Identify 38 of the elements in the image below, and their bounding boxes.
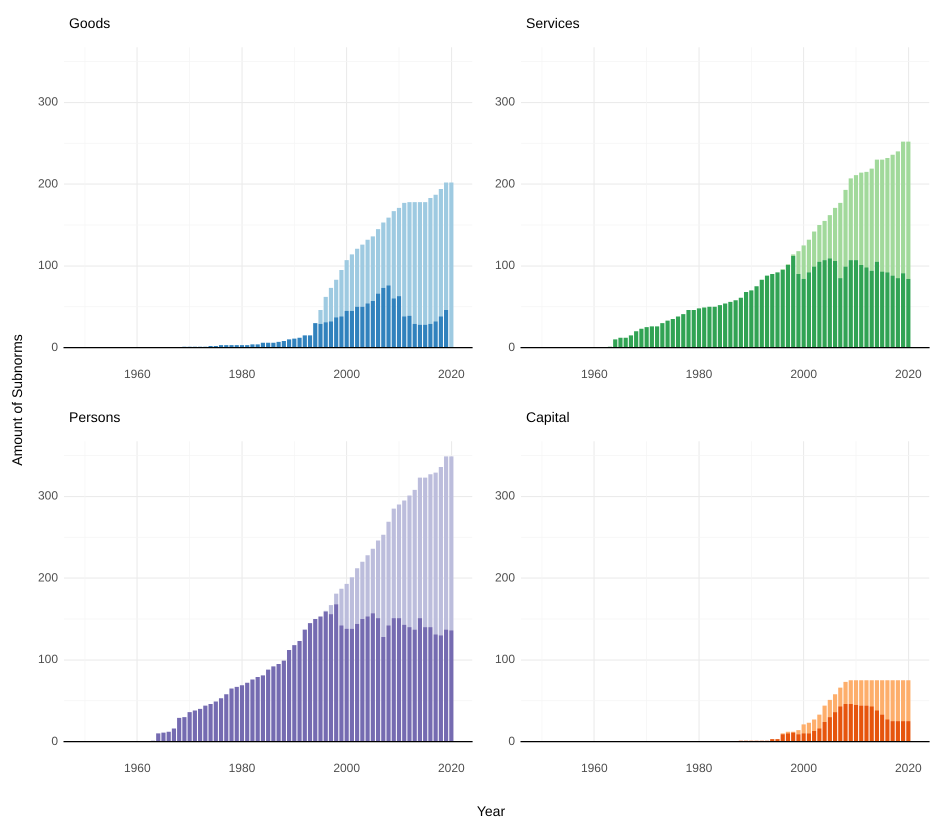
y-tick-label: 0 (508, 734, 516, 748)
y-tick-label: 0 (51, 734, 58, 748)
y-tick-label: 300 (38, 488, 58, 503)
y-tick-label: 0 (508, 340, 516, 354)
y-tick-label: 0 (51, 340, 58, 354)
x-tick-label: 2020 (438, 761, 466, 776)
y-tick-label: 200 (494, 570, 516, 584)
x-tick-label: 1980 (686, 367, 713, 382)
y-tick-label: 300 (494, 488, 516, 503)
x-tick-label: 2000 (333, 761, 360, 776)
y-axis-title: Amount of Subnorms (9, 334, 25, 466)
chart-title: Services (525, 14, 581, 33)
x-tick-label: 2000 (790, 761, 818, 776)
y-tick-label: 100 (494, 652, 516, 666)
y-tick-label: 200 (494, 176, 516, 190)
chart-title: Capital (525, 408, 571, 427)
y-tick-label: 100 (494, 258, 516, 272)
x-tick-label: 1960 (124, 761, 151, 776)
x-tick-label: 2000 (333, 367, 360, 382)
x-tick-label: 1980 (228, 367, 256, 382)
x-tick-label: 1960 (124, 367, 151, 382)
x-tick-label: 1960 (580, 761, 608, 776)
y-tick-label: 300 (38, 94, 58, 109)
x-tick-label: 1960 (580, 367, 608, 382)
y-tick-label: 300 (494, 94, 516, 109)
chart-title: Goods (68, 14, 112, 33)
x-tick-label: 2000 (790, 367, 818, 382)
x-tick-label: 2020 (438, 367, 466, 382)
x-tick-label: 1980 (228, 761, 256, 776)
x-tick-label: 2020 (894, 367, 922, 382)
chart-title: Persons (68, 408, 122, 427)
x-axis-title: Year (476, 803, 506, 819)
y-tick-label: 100 (38, 652, 58, 666)
y-tick-label: 200 (38, 176, 58, 190)
y-tick-label: 100 (38, 258, 58, 272)
x-tick-label: 1980 (686, 761, 713, 776)
y-tick-label: 200 (38, 570, 58, 584)
x-tick-label: 2020 (894, 761, 922, 776)
